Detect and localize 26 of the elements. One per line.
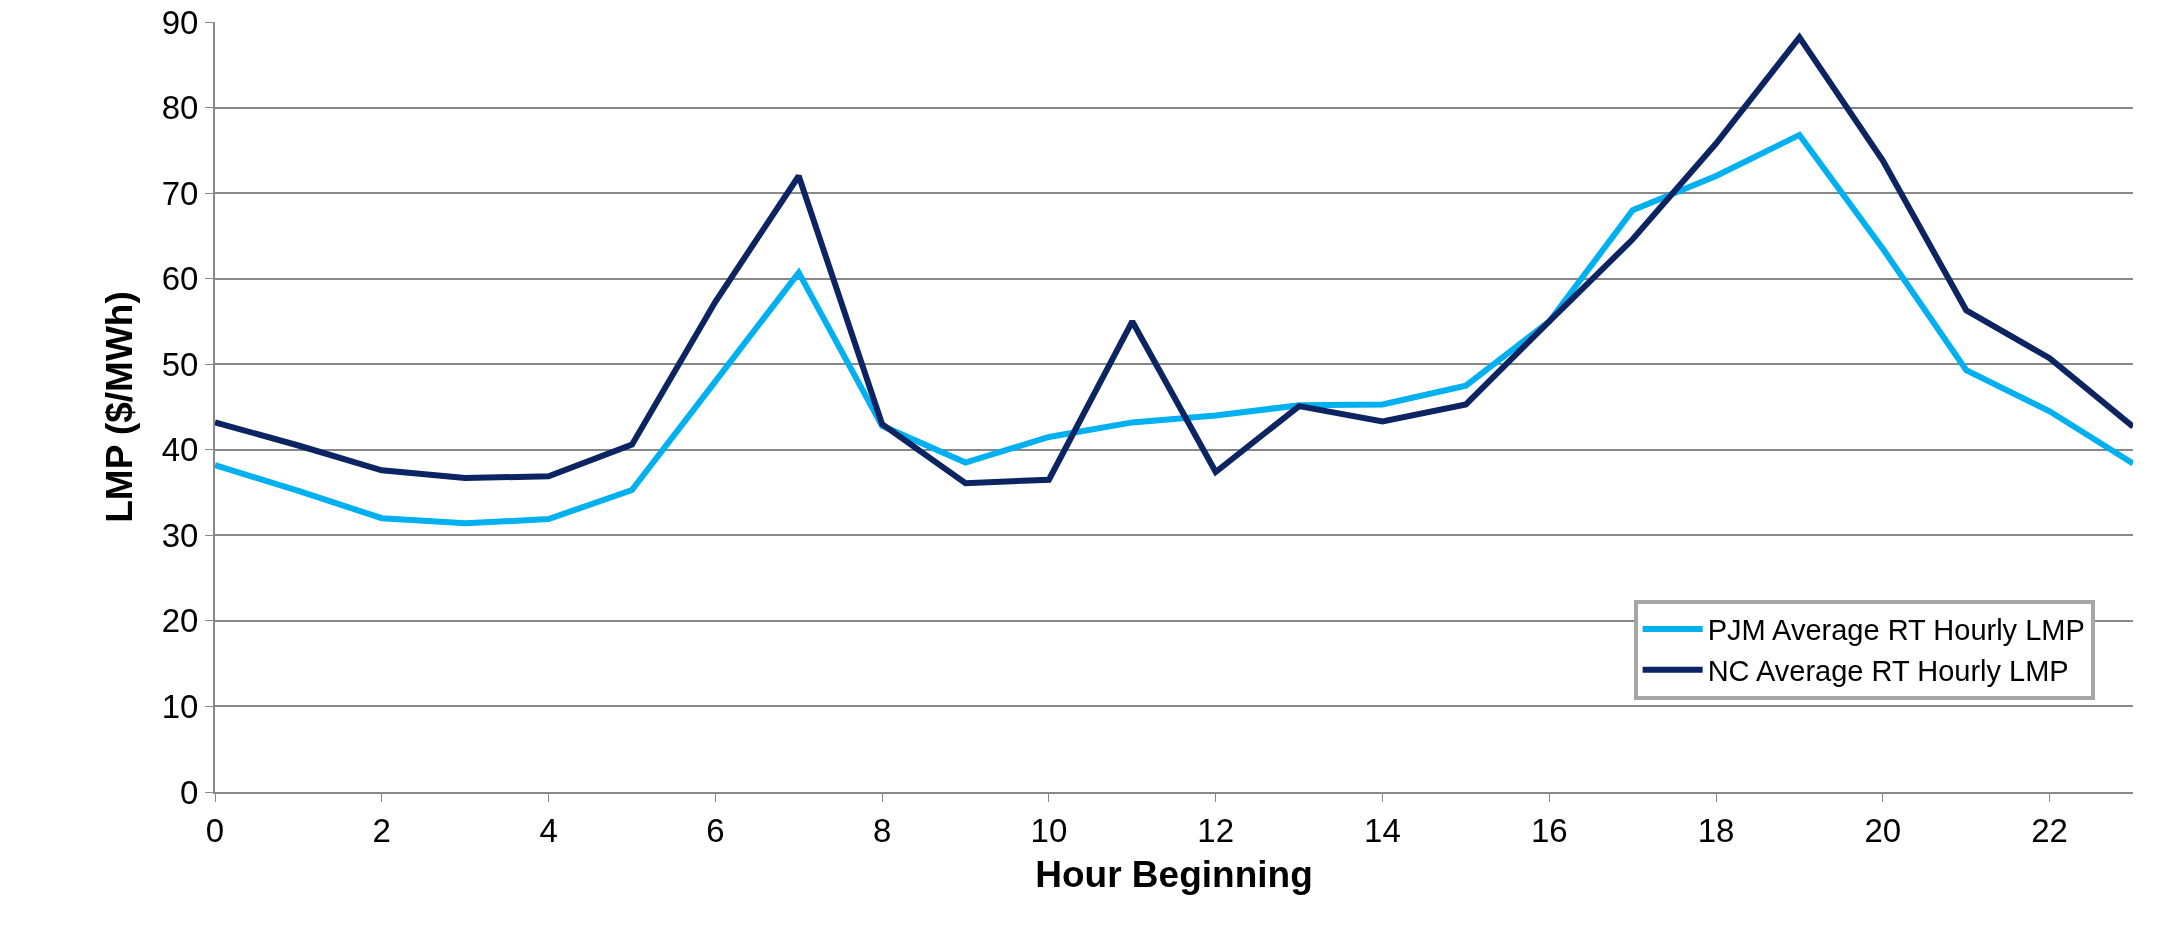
- y-tick-label: 30: [161, 516, 199, 554]
- x-tick-label: 22: [2031, 811, 2068, 849]
- y-tick-label: 20: [161, 602, 199, 640]
- y-tick-label: 50: [161, 345, 199, 383]
- x-tick-label: 20: [1864, 811, 1902, 849]
- legend-label: PJM Average RT Hourly LMP: [1707, 614, 2085, 647]
- y-axis-title: LMP ($/MWh): [98, 291, 140, 523]
- x-tick-label: 10: [1030, 811, 1068, 849]
- x-tick-label: 18: [1697, 811, 1735, 849]
- x-axis-title: Hour Beginning: [1035, 854, 1313, 896]
- x-tick-label: 8: [872, 811, 892, 849]
- y-tick-label: 10: [161, 687, 199, 725]
- x-tick-label: 6: [706, 811, 725, 849]
- x-tick-label: 4: [539, 811, 558, 849]
- x-tick-label: 0: [205, 811, 225, 849]
- y-tick-label: 0: [180, 773, 199, 811]
- y-tick-label: 70: [161, 174, 199, 212]
- x-tick-label: 16: [1530, 811, 1568, 849]
- x-tick-label: 14: [1364, 811, 1401, 849]
- x-tick-label: 12: [1197, 811, 1235, 849]
- legend-label: NC Average RT Hourly LMP: [1707, 654, 2069, 687]
- y-tick-label: 40: [161, 431, 199, 469]
- y-tick-label: 90: [161, 3, 199, 41]
- y-tick-label: 60: [161, 260, 199, 298]
- x-tick-label: 2: [372, 811, 391, 849]
- y-tick-label: 80: [161, 89, 199, 127]
